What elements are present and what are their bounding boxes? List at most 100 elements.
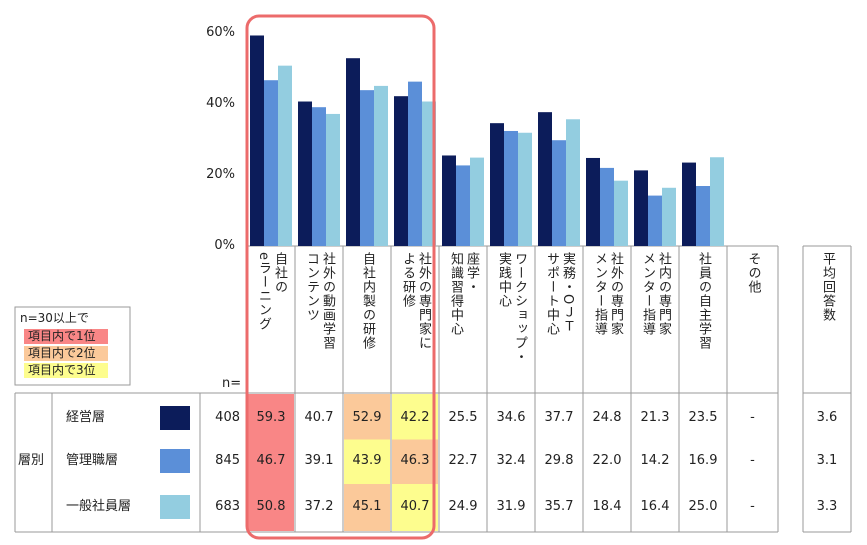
value-label: 16.4 bbox=[640, 499, 670, 514]
category-header: 社内の専門家 メンター指導 bbox=[631, 252, 679, 387]
bar bbox=[456, 165, 470, 246]
highlight-cell bbox=[248, 439, 294, 484]
category-label: ワークショップ・ 実践中心 bbox=[496, 252, 527, 364]
highlight-cell bbox=[392, 394, 438, 440]
bar bbox=[442, 155, 456, 246]
y-tick-label: 40% bbox=[206, 96, 235, 111]
bar bbox=[408, 81, 422, 246]
y-tick-label: 60% bbox=[206, 25, 235, 40]
category-header: 自社の eラーニング bbox=[247, 252, 295, 387]
legend-swatch bbox=[24, 363, 108, 378]
value-label: 18.4 bbox=[592, 499, 622, 514]
value-label: 43.9 bbox=[352, 453, 382, 468]
bar bbox=[518, 132, 532, 246]
value-label: 23.5 bbox=[688, 410, 718, 425]
group-label: 層別 bbox=[18, 453, 45, 468]
bar bbox=[538, 112, 552, 246]
category-label: 自社の eラーニング bbox=[256, 252, 287, 331]
value-label: 46.7 bbox=[256, 453, 286, 468]
category-header: 座学・ 知識習得中心 bbox=[439, 252, 487, 387]
legend-swatch bbox=[160, 406, 190, 430]
highlight-outline bbox=[245, 14, 436, 540]
legend-label: 項目内で2位 bbox=[28, 346, 96, 360]
value-label: 22.7 bbox=[448, 453, 478, 468]
bar bbox=[696, 186, 710, 246]
highlight-cell bbox=[392, 439, 438, 484]
legend-swatch bbox=[160, 449, 190, 473]
n-value: 408 bbox=[215, 410, 240, 425]
bar bbox=[326, 113, 340, 246]
category-header: 社員の自主学習 bbox=[679, 252, 727, 387]
legend-swatch bbox=[24, 329, 108, 344]
value-label: 40.7 bbox=[304, 410, 334, 425]
value-label: 25.5 bbox=[448, 410, 478, 425]
highlight-cell bbox=[344, 394, 390, 440]
value-label: 21.3 bbox=[640, 410, 670, 425]
highlight-cell bbox=[248, 484, 294, 531]
category-label: 社外の専門家に よる研修 bbox=[400, 252, 431, 350]
average-label: 平均回答数 bbox=[820, 252, 835, 322]
value-label: 31.9 bbox=[496, 499, 526, 514]
value-label: 24.9 bbox=[448, 499, 478, 514]
category-label: 座学・ 知識習得中心 bbox=[448, 252, 479, 336]
value-label: 34.6 bbox=[496, 410, 526, 425]
value-label: 35.7 bbox=[544, 499, 574, 514]
value-label: 24.8 bbox=[592, 410, 622, 425]
highlight-cell bbox=[248, 394, 294, 440]
legend-label: 項目内で3位 bbox=[28, 363, 96, 377]
legend-label: 項目内で1位 bbox=[28, 329, 96, 343]
y-tick-label: 20% bbox=[206, 167, 235, 182]
highlight-cell bbox=[344, 439, 390, 484]
value-label: - bbox=[750, 410, 755, 425]
bar bbox=[250, 35, 264, 246]
value-label: 14.2 bbox=[640, 453, 670, 468]
n-header: n= bbox=[222, 376, 242, 391]
category-label: 社内の専門家 メンター指導 bbox=[640, 252, 671, 336]
bar bbox=[648, 195, 662, 246]
value-label: 22.0 bbox=[592, 453, 622, 468]
category-header: 社外の動画学習 コンテンツ bbox=[295, 252, 343, 387]
category-header: ワークショップ・ 実践中心 bbox=[487, 252, 535, 387]
category-label: 社外の動画学習 コンテンツ bbox=[304, 252, 335, 350]
bar bbox=[634, 170, 648, 246]
value-label: 40.7 bbox=[400, 499, 430, 514]
bar bbox=[682, 162, 696, 246]
legend-swatch bbox=[160, 495, 190, 519]
value-label: 25.0 bbox=[688, 499, 718, 514]
bar bbox=[298, 101, 312, 246]
bar bbox=[552, 140, 566, 246]
value-label: 42.2 bbox=[400, 410, 430, 425]
bar bbox=[360, 90, 374, 246]
row-label: 経営層 bbox=[66, 410, 106, 425]
value-label: 59.3 bbox=[256, 410, 286, 425]
bar bbox=[374, 85, 388, 247]
value-label: - bbox=[750, 453, 755, 468]
highlight-cell bbox=[392, 484, 438, 531]
category-label: 社外の専門家 メンター指導 bbox=[592, 252, 623, 336]
bar bbox=[346, 58, 360, 246]
value-label: 32.4 bbox=[496, 453, 526, 468]
bar bbox=[264, 80, 278, 246]
row-label: 一般社員層 bbox=[66, 499, 132, 514]
category-header: 社外の専門家に よる研修 bbox=[391, 252, 439, 387]
average-value: 3.1 bbox=[816, 453, 838, 468]
category-header: 実務・ОＪＴ サポート中心 bbox=[535, 252, 583, 387]
legend-swatch bbox=[24, 346, 108, 361]
category-header: 社外の専門家 メンター指導 bbox=[583, 252, 631, 387]
category-label: その他 bbox=[745, 252, 761, 294]
bar bbox=[710, 157, 724, 246]
average-header: 平均回答数 bbox=[803, 252, 851, 387]
value-label: 39.1 bbox=[304, 453, 334, 468]
category-header: その他 bbox=[727, 252, 778, 387]
bar bbox=[566, 119, 580, 246]
category-label: 社員の自主学習 bbox=[696, 252, 711, 350]
row-label: 管理職層 bbox=[66, 453, 119, 468]
bar bbox=[312, 107, 326, 246]
legend-title: n=30以上で bbox=[20, 311, 89, 325]
category-header: 自社内製の研修 bbox=[343, 252, 391, 387]
value-label: 50.8 bbox=[256, 499, 286, 514]
n-value: 683 bbox=[215, 499, 240, 514]
category-label: 自社内製の研修 bbox=[360, 252, 375, 350]
